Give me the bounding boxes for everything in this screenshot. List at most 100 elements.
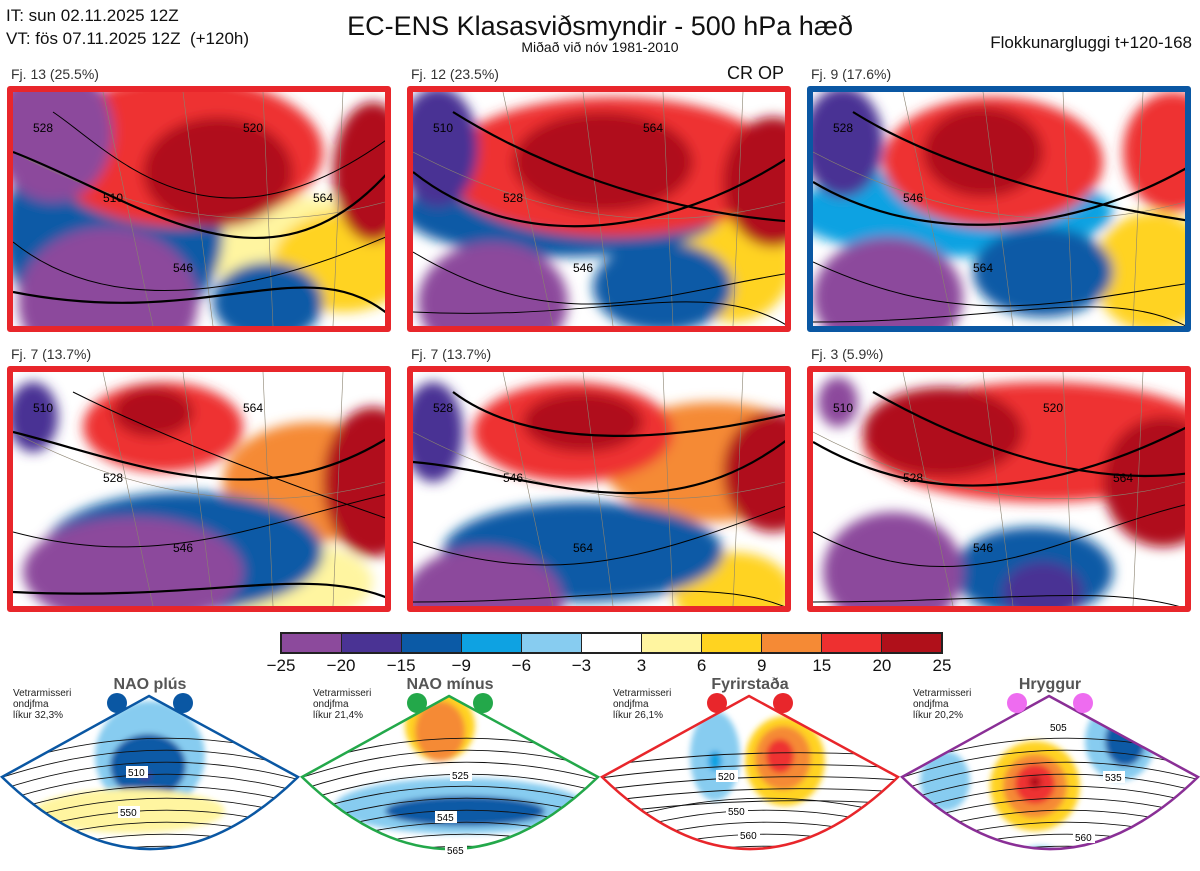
regime-info-line: Vetrarmisseri xyxy=(613,688,672,699)
anomaly-region xyxy=(920,751,970,811)
anomaly-region xyxy=(333,102,385,242)
height-contour xyxy=(13,430,385,481)
anomaly-region xyxy=(413,92,478,207)
regime-panel: 510 550 NAO plús Vetrarmisseri ondjfma líkur … xyxy=(0,676,300,871)
regime-title: Fyrirstaða xyxy=(711,676,789,693)
anomaly-region xyxy=(723,117,785,247)
anomaly-region xyxy=(923,107,1043,197)
contour-label: 550 xyxy=(728,807,745,818)
regime-marker-icon xyxy=(473,693,493,713)
regime-border xyxy=(900,694,1200,851)
regime-info-line: Vetrarmisseri xyxy=(913,688,972,699)
colorbar-bin xyxy=(522,634,582,652)
meridian-line xyxy=(1132,92,1144,326)
anomaly-region xyxy=(823,512,963,606)
panel-label: Fj. 9 (17.6%) xyxy=(811,66,892,82)
colorbar-tick-label: 25 xyxy=(932,656,952,675)
colorbar-bin xyxy=(282,634,342,652)
meridian-line xyxy=(182,92,214,326)
regime-info-line: líkur 32,3% xyxy=(13,710,64,721)
parallel-line xyxy=(13,431,385,499)
height-contour xyxy=(902,845,1198,849)
height-contour xyxy=(602,776,898,791)
regime-border xyxy=(600,694,900,851)
contour-label: 546 xyxy=(973,541,993,555)
height-contour xyxy=(902,773,1198,803)
panel-label: Fj. 7 (13.7%) xyxy=(11,346,92,362)
cluster-map: 528 546 564 xyxy=(407,366,791,612)
height-contour xyxy=(13,582,385,599)
regime-info-line: Vetrarmisseri xyxy=(13,688,72,699)
panel-label: Fj. 13 (25.5%) xyxy=(11,66,99,82)
regime-marker-icon xyxy=(773,693,793,713)
regime-marker-icon xyxy=(1007,693,1027,713)
contour-label: 528 xyxy=(33,121,53,135)
meridian-line xyxy=(732,372,744,606)
contour-label: 564 xyxy=(243,401,263,415)
regime-info-line: ondjfma xyxy=(913,699,949,710)
height-contour xyxy=(413,251,785,305)
regime-info-line: líkur 21,4% xyxy=(313,710,364,721)
regime-title: NAO mínus xyxy=(406,676,494,693)
contour-label: 564 xyxy=(313,191,333,205)
height-contour xyxy=(413,301,785,325)
meridian-line xyxy=(582,92,614,326)
contour-label: 528 xyxy=(503,191,523,205)
contour-label: 564 xyxy=(973,261,993,275)
colorbar-bin xyxy=(402,634,462,652)
colorbar-bin xyxy=(642,634,702,652)
height-contour xyxy=(52,111,385,199)
height-contour xyxy=(302,761,598,791)
panel-label: Fj. 12 (23.5%) xyxy=(411,66,499,82)
meridian-line xyxy=(102,92,154,326)
parallel-line xyxy=(813,431,1185,499)
height-contour xyxy=(413,439,785,495)
meridian-line xyxy=(102,372,154,606)
colorbar-tick-label: −6 xyxy=(511,656,532,675)
anomaly-region xyxy=(13,92,113,202)
height-contour xyxy=(872,391,1185,477)
anomaly-region xyxy=(523,392,643,452)
colorbar-tick-label: 6 xyxy=(696,656,707,675)
regime-info-line: ondjfma xyxy=(13,699,49,710)
contour-label: 564 xyxy=(1113,471,1133,485)
header-times: IT: sun 02.11.2025 12Z VT: fös 07.11.202… xyxy=(6,4,249,50)
parallel-line xyxy=(413,431,785,499)
height-contour xyxy=(602,788,898,803)
contour-label: 546 xyxy=(173,541,193,555)
anomaly-region xyxy=(1103,417,1185,547)
meridian-line xyxy=(502,92,554,326)
height-contour xyxy=(602,764,898,779)
cluster-map: 510 528 546 564 xyxy=(7,366,391,612)
contour-label: 520 xyxy=(1043,401,1063,415)
height-contour xyxy=(852,111,1185,222)
height-contour xyxy=(813,594,1180,606)
regime-marker-icon xyxy=(407,693,427,713)
contour-label: 510 xyxy=(833,401,853,415)
anomaly-region xyxy=(818,377,858,427)
page-subtitle: Miðað við nóv 1981-2010 xyxy=(521,39,679,55)
colorbar-tick-label: −15 xyxy=(386,656,416,675)
height-contour xyxy=(452,391,785,437)
regime-info-line: líkur 20,2% xyxy=(913,710,964,721)
cluster-map: 528 510 546 520 564 xyxy=(7,86,391,332)
regime-panel: 505 535 560 Hryggur Vetrarmisseri ondjfma líku… xyxy=(900,676,1200,871)
colorbar-ticks: −25 −20 −15 −9 −6 −3 3 6 9 15 20 25 xyxy=(0,656,1200,676)
contour-label: 550 xyxy=(120,808,137,819)
height-contour xyxy=(13,150,385,239)
height-contour xyxy=(813,261,1185,307)
height-contour xyxy=(13,286,385,314)
anomaly-region xyxy=(385,796,545,826)
regime-title: NAO plús xyxy=(113,676,187,693)
anomaly-region xyxy=(973,227,1113,317)
contour-label: 510 xyxy=(128,768,145,779)
regime-info-line: ondjfma xyxy=(313,699,349,710)
anomaly-region xyxy=(143,117,293,227)
colorbar-tick-label: −3 xyxy=(571,656,592,675)
contour-label: 546 xyxy=(573,261,593,275)
colorbar-bin xyxy=(582,634,642,652)
meridian-line xyxy=(732,92,744,326)
colorbar xyxy=(280,632,943,654)
contour-label: 510 xyxy=(433,121,453,135)
anomaly-region xyxy=(723,412,785,532)
